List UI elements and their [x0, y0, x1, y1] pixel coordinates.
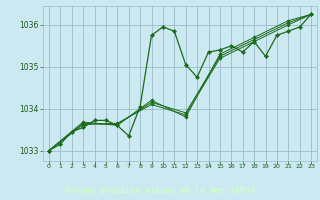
Text: Graphe pression niveau de la mer (hPa): Graphe pression niveau de la mer (hPa): [65, 186, 255, 195]
